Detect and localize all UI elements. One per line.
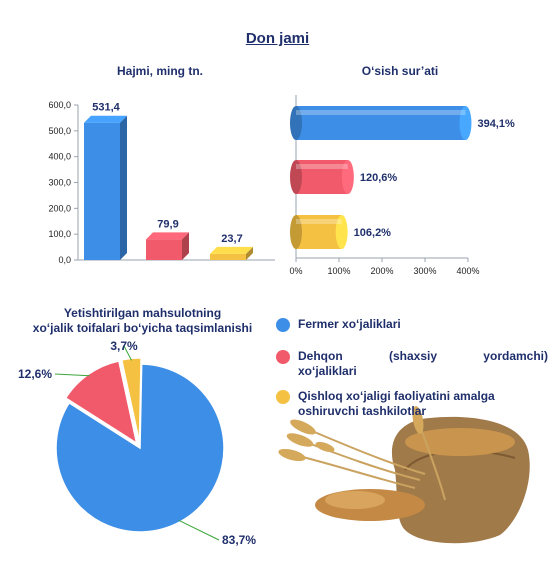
page-title: Don jami [245, 30, 310, 47]
x-tick-label: 200% [370, 266, 393, 276]
legend-label-dehqon-2: xo‘jaliklari [298, 364, 357, 378]
bar-side [246, 246, 253, 260]
x-tick-label: 300% [413, 266, 436, 276]
bar-value-label: 531,4 [92, 102, 120, 114]
grain-top [405, 428, 515, 456]
bar [296, 160, 348, 194]
bar-side [182, 232, 189, 260]
bar-value-label: 23,7 [221, 233, 242, 245]
bar-value-label: 120,6% [360, 172, 398, 184]
bar [296, 106, 466, 140]
y-tick-label: 100,0 [48, 229, 71, 239]
legend-label-dehqon-1: Dehqon (shaxsiy yordamchi) [298, 349, 548, 363]
bar-end-cap [341, 160, 354, 194]
legend-label-tashkilot-2: oshiruvchi tashkilotlar [298, 404, 427, 418]
y-tick-label: 400,0 [48, 152, 71, 162]
bar-chart-title: Hajmi, ming tn. [116, 64, 203, 78]
pie-slice [120, 357, 142, 443]
bar [296, 215, 342, 249]
x-tick-label: 0% [289, 266, 302, 276]
x-tick-label: 100% [327, 266, 350, 276]
pie-value-label: 83,7% [222, 533, 256, 547]
pie-leader-line [178, 519, 220, 541]
x-tick-label: 400% [456, 266, 479, 276]
bar [210, 253, 246, 260]
bar-top [146, 232, 189, 240]
pie-slice [55, 363, 225, 533]
bar-start-cap [290, 215, 302, 249]
legend-label-tashkilot-1: Qishloq xo‘jaligi faoliyatini amalga [298, 389, 495, 403]
pie-leader-line [54, 373, 90, 377]
pie-slice [64, 360, 138, 445]
y-tick-label: 0,0 [58, 255, 71, 265]
pie-leader-line [123, 345, 132, 361]
wheat-stalks [294, 424, 446, 501]
y-tick-label: 200,0 [48, 203, 71, 213]
pie-title-line-1: Yetishtirilgan mahsulotning [63, 306, 222, 320]
bar-top [84, 115, 127, 123]
spilled-grain-highlight [325, 491, 385, 509]
bar [146, 239, 182, 260]
legend-dot-red [276, 350, 290, 364]
bar-top [210, 246, 253, 254]
bar-value-label: 394,1% [477, 118, 515, 130]
legend-dot-blue [276, 318, 290, 332]
legend-dot-yellow [276, 390, 290, 404]
growth-chart-title: O‘sish sur’ati [361, 64, 439, 78]
bar-highlight [296, 219, 342, 224]
bar [84, 122, 120, 260]
bar-value-label: 106,2% [354, 227, 392, 239]
y-tick-label: 300,0 [48, 178, 71, 188]
pie-value-label: 12,6% [18, 367, 52, 381]
bar-highlight [296, 110, 466, 115]
wheat-ears [278, 406, 424, 462]
y-tick-label: 600,0 [48, 100, 71, 110]
bar-value-label: 79,9 [157, 218, 178, 230]
pie-chart-title: Yetishtirilgan mahsulotning xo‘jalik toi… [10, 306, 275, 336]
bar-end-cap [335, 215, 348, 249]
wheat-sack-illustration [278, 406, 530, 544]
bar-end-cap [459, 106, 472, 140]
pie-value-label: 3,7% [110, 339, 138, 353]
bar-side [120, 115, 127, 260]
bar-start-cap [290, 106, 302, 140]
bar-highlight [296, 164, 348, 169]
pie-title-line-2: xo‘jalik toifalari bo‘yicha taqsimlanish… [32, 321, 253, 335]
bar-start-cap [290, 160, 302, 194]
legend-label-fermer: Fermer xo‘jaliklari [298, 317, 401, 331]
y-tick-label: 500,0 [48, 126, 71, 136]
